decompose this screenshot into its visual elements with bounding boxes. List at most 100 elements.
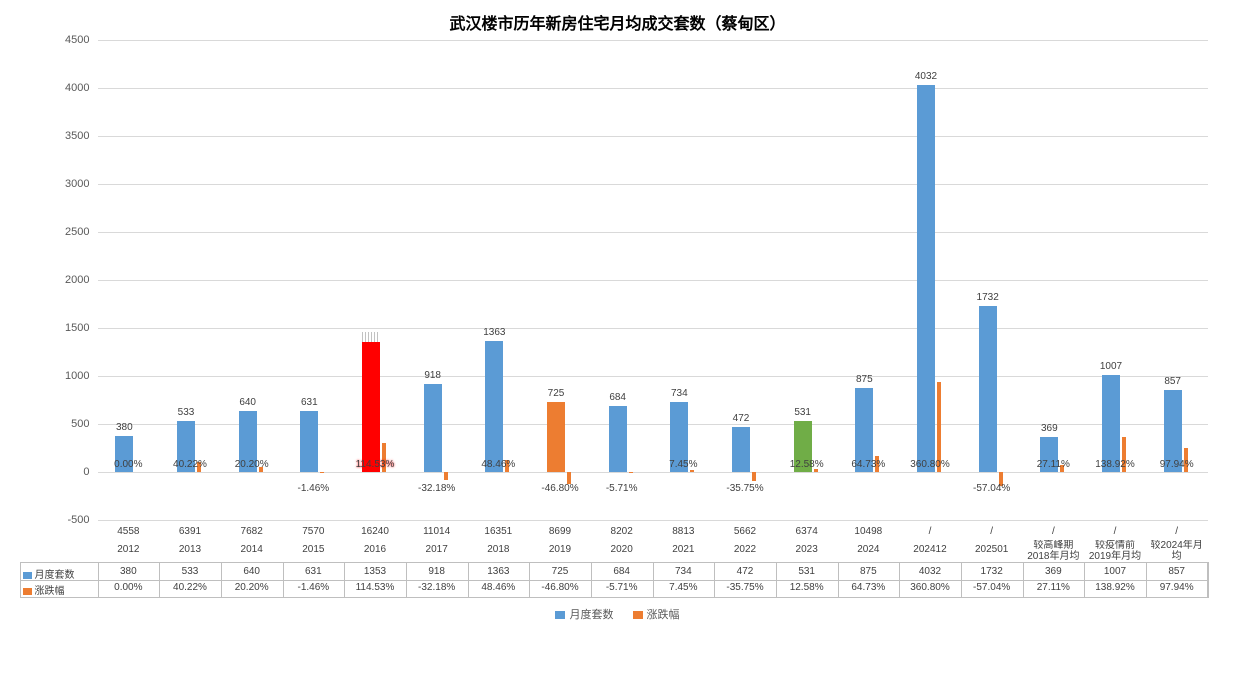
table-cell: 6391 <box>159 526 221 537</box>
category-slot: 36927.11% <box>1023 40 1085 520</box>
bar-monthly <box>300 411 318 472</box>
table-cell: 640 <box>221 566 283 577</box>
table-vline <box>159 562 160 598</box>
table-cell: 97.94% <box>1146 582 1208 593</box>
y-tick-label: 0 <box>83 466 89 478</box>
bar-pct <box>567 472 571 484</box>
table-cell: 2024 <box>838 544 900 555</box>
table-cell: 380 <box>98 566 160 577</box>
category-slot: 1007138.92% <box>1084 40 1146 520</box>
table-cell: 11014 <box>406 526 468 537</box>
table-cell: 12.58% <box>776 582 838 593</box>
y-tick-label: -500 <box>67 514 89 526</box>
category-slot: 684-5.71% <box>591 40 653 520</box>
bar-monthly <box>1102 375 1120 472</box>
table-vline <box>838 562 839 598</box>
pct-label: 27.11% <box>1037 459 1070 470</box>
bar-monthly <box>424 384 442 472</box>
category-slot: 631 -1.46% <box>283 40 345 520</box>
table-vline <box>961 562 962 598</box>
table-cell: -1.46% <box>283 582 345 593</box>
y-tick-label: 2000 <box>65 274 89 286</box>
table-cell: 7682 <box>221 526 283 537</box>
table-cell: 2020 <box>591 544 653 555</box>
pct-label: 20.20% <box>235 459 269 470</box>
table-vline <box>406 562 407 598</box>
legend-swatch-monthly <box>555 611 565 619</box>
table-cell: 684 <box>591 566 653 577</box>
table-cell: 27.11% <box>1023 582 1085 593</box>
category-slot: 725-46.80% <box>529 40 591 520</box>
table-cell: 2014 <box>221 544 283 555</box>
table-cell: 64.73% <box>838 582 900 593</box>
bar-value-label: 875 <box>856 374 873 385</box>
table-cell: / <box>1084 526 1146 537</box>
table-cell: -57.04% <box>961 582 1023 593</box>
table-cell: 472 <box>714 566 776 577</box>
legend-item-pct: 涨跌幅 <box>633 606 680 622</box>
y-tick-label: 2500 <box>65 226 89 238</box>
bar-value-label: 734 <box>671 388 688 399</box>
category-slot: 85797.94% <box>1146 40 1208 520</box>
table-cell: 8202 <box>591 526 653 537</box>
table-cell: 10498 <box>838 526 900 537</box>
category-slot: 1363 48.46% <box>468 40 530 520</box>
category-slot: 380 0.00% <box>98 40 160 520</box>
bar-monthly <box>547 402 565 472</box>
pct-label: 0.00% <box>114 459 142 470</box>
table-cell: -5.71% <box>591 582 653 593</box>
bar-value-label: 1363 <box>483 327 505 338</box>
table-vline <box>529 562 530 598</box>
y-tick-label: 500 <box>71 418 89 430</box>
table-vline <box>283 562 284 598</box>
table-cell: / <box>899 526 961 537</box>
legend-label-pct: 涨跌幅 <box>647 609 680 621</box>
table-cell: -32.18% <box>406 582 468 593</box>
table-cell: 6374 <box>776 526 838 537</box>
bars-area: 3800.00%53340.22%64020.20%631-1.46%114.5… <box>98 40 1208 520</box>
table-vline <box>20 562 21 598</box>
table-cell: 5662 <box>714 526 776 537</box>
pct-label: -35.75% <box>726 483 763 494</box>
table-cell: 533 <box>159 566 221 577</box>
table-cell: 918 <box>406 566 468 577</box>
table-cell: 875 <box>838 566 900 577</box>
bar-value-label: 472 <box>733 413 750 424</box>
table-cell: 48.46% <box>468 582 530 593</box>
bar-value-label: 4032 <box>915 71 937 82</box>
table-row-swatch <box>23 588 32 595</box>
y-tick-label: 3000 <box>65 178 89 190</box>
table-row-label: 涨跌幅 <box>23 582 93 597</box>
table-cell: 725 <box>529 566 591 577</box>
category-slot: 875 64.73% <box>838 40 900 520</box>
bar-monthly <box>485 341 503 472</box>
bar-value-label: 531 <box>794 407 811 418</box>
pct-label: 64.73% <box>851 459 885 470</box>
table-cell: 138.92% <box>1084 582 1146 593</box>
bar-monthly <box>362 342 380 472</box>
table-vline <box>653 562 654 598</box>
bar-value-label: 631 <box>301 397 318 408</box>
table-cell: 857 <box>1146 566 1208 577</box>
bar-value-label: 533 <box>178 407 195 418</box>
legend-item-monthly: 月度套数 <box>555 606 613 622</box>
bar-value-label: 1007 <box>1100 361 1122 372</box>
table-cell: 8699 <box>529 526 591 537</box>
category-slot: 53112.58% <box>776 40 838 520</box>
pct-label: -1.46% <box>297 483 329 494</box>
bar-monthly <box>732 427 750 472</box>
table-vline <box>344 562 345 598</box>
table-cell: 2023 <box>776 544 838 555</box>
bar-value-label: 857 <box>1164 376 1181 387</box>
bar-value-label: 380 <box>116 422 133 433</box>
chart-title: 武汉楼市历年新房住宅月均成交套数（蔡甸区） <box>0 0 1235 40</box>
table-cell: 1007 <box>1084 566 1146 577</box>
category-slot: 472 -35.75% <box>714 40 776 520</box>
pct-label: 48.46% <box>481 459 515 470</box>
bar-pct <box>444 472 448 480</box>
table-cell: 2017 <box>406 544 468 555</box>
y-tick-label: 4000 <box>65 82 89 94</box>
category-slot: 4032360.80% <box>899 40 961 520</box>
table-cell: 7570 <box>283 526 345 537</box>
pct-label: 7.45% <box>669 459 697 470</box>
